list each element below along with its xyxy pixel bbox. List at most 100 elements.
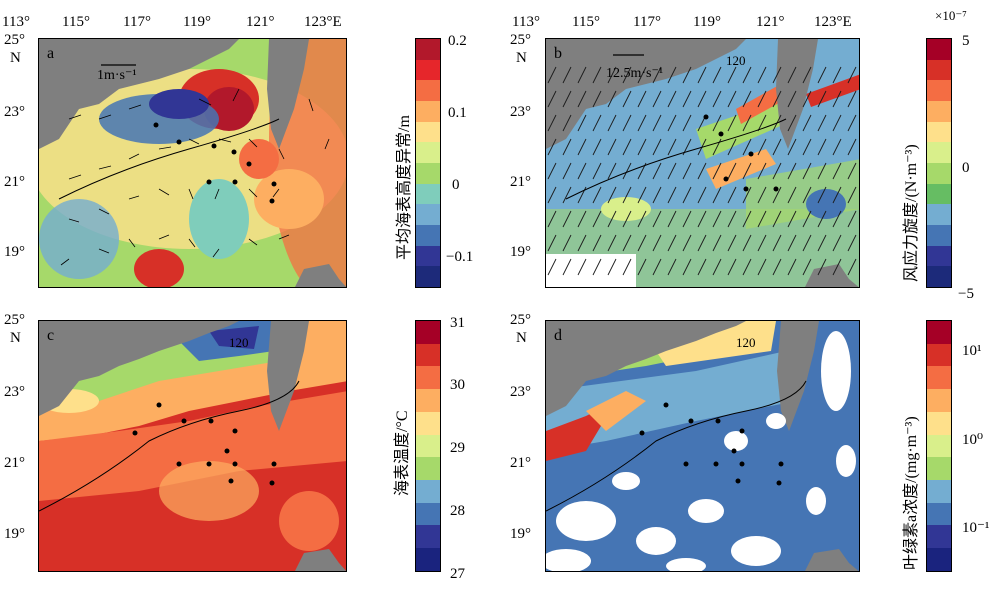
panel-a-ssh-map: a 1m·s⁻¹ xyxy=(38,38,347,288)
panel-c-contour-label: 120 xyxy=(229,335,249,350)
lon-tick: 117° xyxy=(123,14,151,30)
ssh-color-step xyxy=(416,39,440,60)
lat-tick: N xyxy=(10,330,21,346)
chl-color-step xyxy=(927,502,951,526)
sst-color-step xyxy=(416,389,440,412)
ssh-color-step xyxy=(416,224,440,246)
chl-color-step xyxy=(927,434,951,458)
lat-tick: 19° xyxy=(510,244,531,260)
curl-color-step xyxy=(927,183,951,205)
sst-color-step xyxy=(416,502,440,526)
panel-c-sst-map: c 120 xyxy=(38,320,347,572)
lat-tick: 25° xyxy=(4,32,25,48)
lat-tick: N xyxy=(516,330,527,346)
ssh-color-step xyxy=(416,142,440,163)
panel-a-label: a xyxy=(47,45,55,62)
lon-tick: 117° xyxy=(633,14,661,30)
curl-color-step xyxy=(927,224,951,246)
ssh-color-step xyxy=(416,183,440,205)
sst-tick: 27 xyxy=(450,566,465,582)
curl-color-step xyxy=(927,100,951,122)
lat-tick: 19° xyxy=(4,526,25,542)
ssh-color-step xyxy=(416,204,440,225)
station-dots xyxy=(639,402,784,486)
chl-colorbar-title: 叶绿素a浓度/(mg·m⁻³) xyxy=(903,416,920,570)
lat-tick: 21° xyxy=(510,455,531,471)
lon-tick: 123°E xyxy=(304,14,342,30)
sst-color-step xyxy=(416,411,440,435)
sst-tick: 29 xyxy=(450,440,465,456)
curl-color-step xyxy=(927,245,951,267)
cloud-mask xyxy=(546,331,856,571)
lon-tick: 113° xyxy=(512,14,540,30)
chl-colorbar xyxy=(926,320,952,572)
curl-colorbar xyxy=(926,38,952,288)
lat-tick: 25° xyxy=(510,32,531,48)
curl-color-step xyxy=(927,142,951,163)
ssh-tick: 0.2 xyxy=(448,33,467,49)
lat-tick: 25° xyxy=(510,312,531,328)
lon-tick: 121° xyxy=(756,14,785,30)
chl-color-step xyxy=(927,321,951,344)
lat-tick: 23° xyxy=(4,384,25,400)
curl-color-step xyxy=(927,121,951,143)
chl-color-step xyxy=(927,389,951,412)
station-dots xyxy=(153,122,277,204)
chl-tick: 10⁰ xyxy=(962,432,984,448)
sst-color-step xyxy=(416,480,440,503)
chl-color-step xyxy=(927,366,951,390)
lat-tick: 21° xyxy=(4,174,25,190)
ssh-color-step xyxy=(416,59,440,81)
wind-curl-field xyxy=(546,39,859,287)
lat-tick: 23° xyxy=(4,104,25,120)
panel-c-label: c xyxy=(47,327,55,344)
wind-stress-vectors xyxy=(547,66,857,276)
lat-tick: 19° xyxy=(4,244,25,260)
curl-tick: 0 xyxy=(962,160,970,176)
chl-color-step xyxy=(927,548,951,571)
sst-color-step xyxy=(416,343,440,367)
curl-color-step xyxy=(927,162,951,184)
chl-color-step xyxy=(927,525,951,549)
lat-tick: N xyxy=(516,50,527,66)
lon-tick: 123°E xyxy=(814,14,852,30)
sst-color-step xyxy=(416,525,440,549)
chl-tick: 10¹ xyxy=(962,343,982,359)
chl-tick: 10⁻¹ xyxy=(962,520,990,536)
sst-color-step xyxy=(416,434,440,458)
station-dots xyxy=(703,114,779,192)
ssh-field xyxy=(39,39,346,287)
sst-color-step xyxy=(416,366,440,390)
panel-d-label: d xyxy=(554,327,562,344)
lon-tick: 115° xyxy=(572,14,600,30)
lon-tick: 119° xyxy=(183,14,211,30)
curl-color-step xyxy=(927,39,951,60)
ssh-tick: −0.1 xyxy=(446,249,474,265)
panel-b-wind-curl-map: b 12.5m·s⁻¹ 120 xyxy=(545,38,860,288)
ssh-colorbar-title: 平均海表高度异常/m xyxy=(396,115,413,260)
chl-color-step xyxy=(927,480,951,503)
lat-tick: 23° xyxy=(510,384,531,400)
panel-a-scale-label: 1m·s⁻¹ xyxy=(97,68,137,83)
sst-colorbar xyxy=(415,320,441,572)
ssh-tick: 0 xyxy=(452,177,460,193)
sst-color-step xyxy=(416,548,440,571)
curl-tick: −5 xyxy=(958,286,974,302)
lat-tick: 21° xyxy=(4,455,25,471)
station-dots xyxy=(132,402,277,486)
ssh-colorbar xyxy=(415,38,441,288)
chl-color-step xyxy=(927,343,951,367)
curl-tick: 5 xyxy=(962,33,970,49)
lon-tick: 119° xyxy=(693,14,721,30)
sst-tick: 30 xyxy=(450,377,465,393)
sst-field xyxy=(39,321,346,571)
lat-tick: 23° xyxy=(510,104,531,120)
panel-d-chl-map: d 120 xyxy=(545,320,860,572)
curl-color-step xyxy=(927,59,951,81)
panel-b-contour-label: 120 xyxy=(726,53,746,68)
lat-tick: 21° xyxy=(510,174,531,190)
sst-tick: 28 xyxy=(450,503,465,519)
curl-exponent: ×10⁻⁷ xyxy=(935,8,967,23)
ssh-color-step xyxy=(416,121,440,143)
sst-colorbar-title: 海表温度/°C xyxy=(394,410,411,496)
